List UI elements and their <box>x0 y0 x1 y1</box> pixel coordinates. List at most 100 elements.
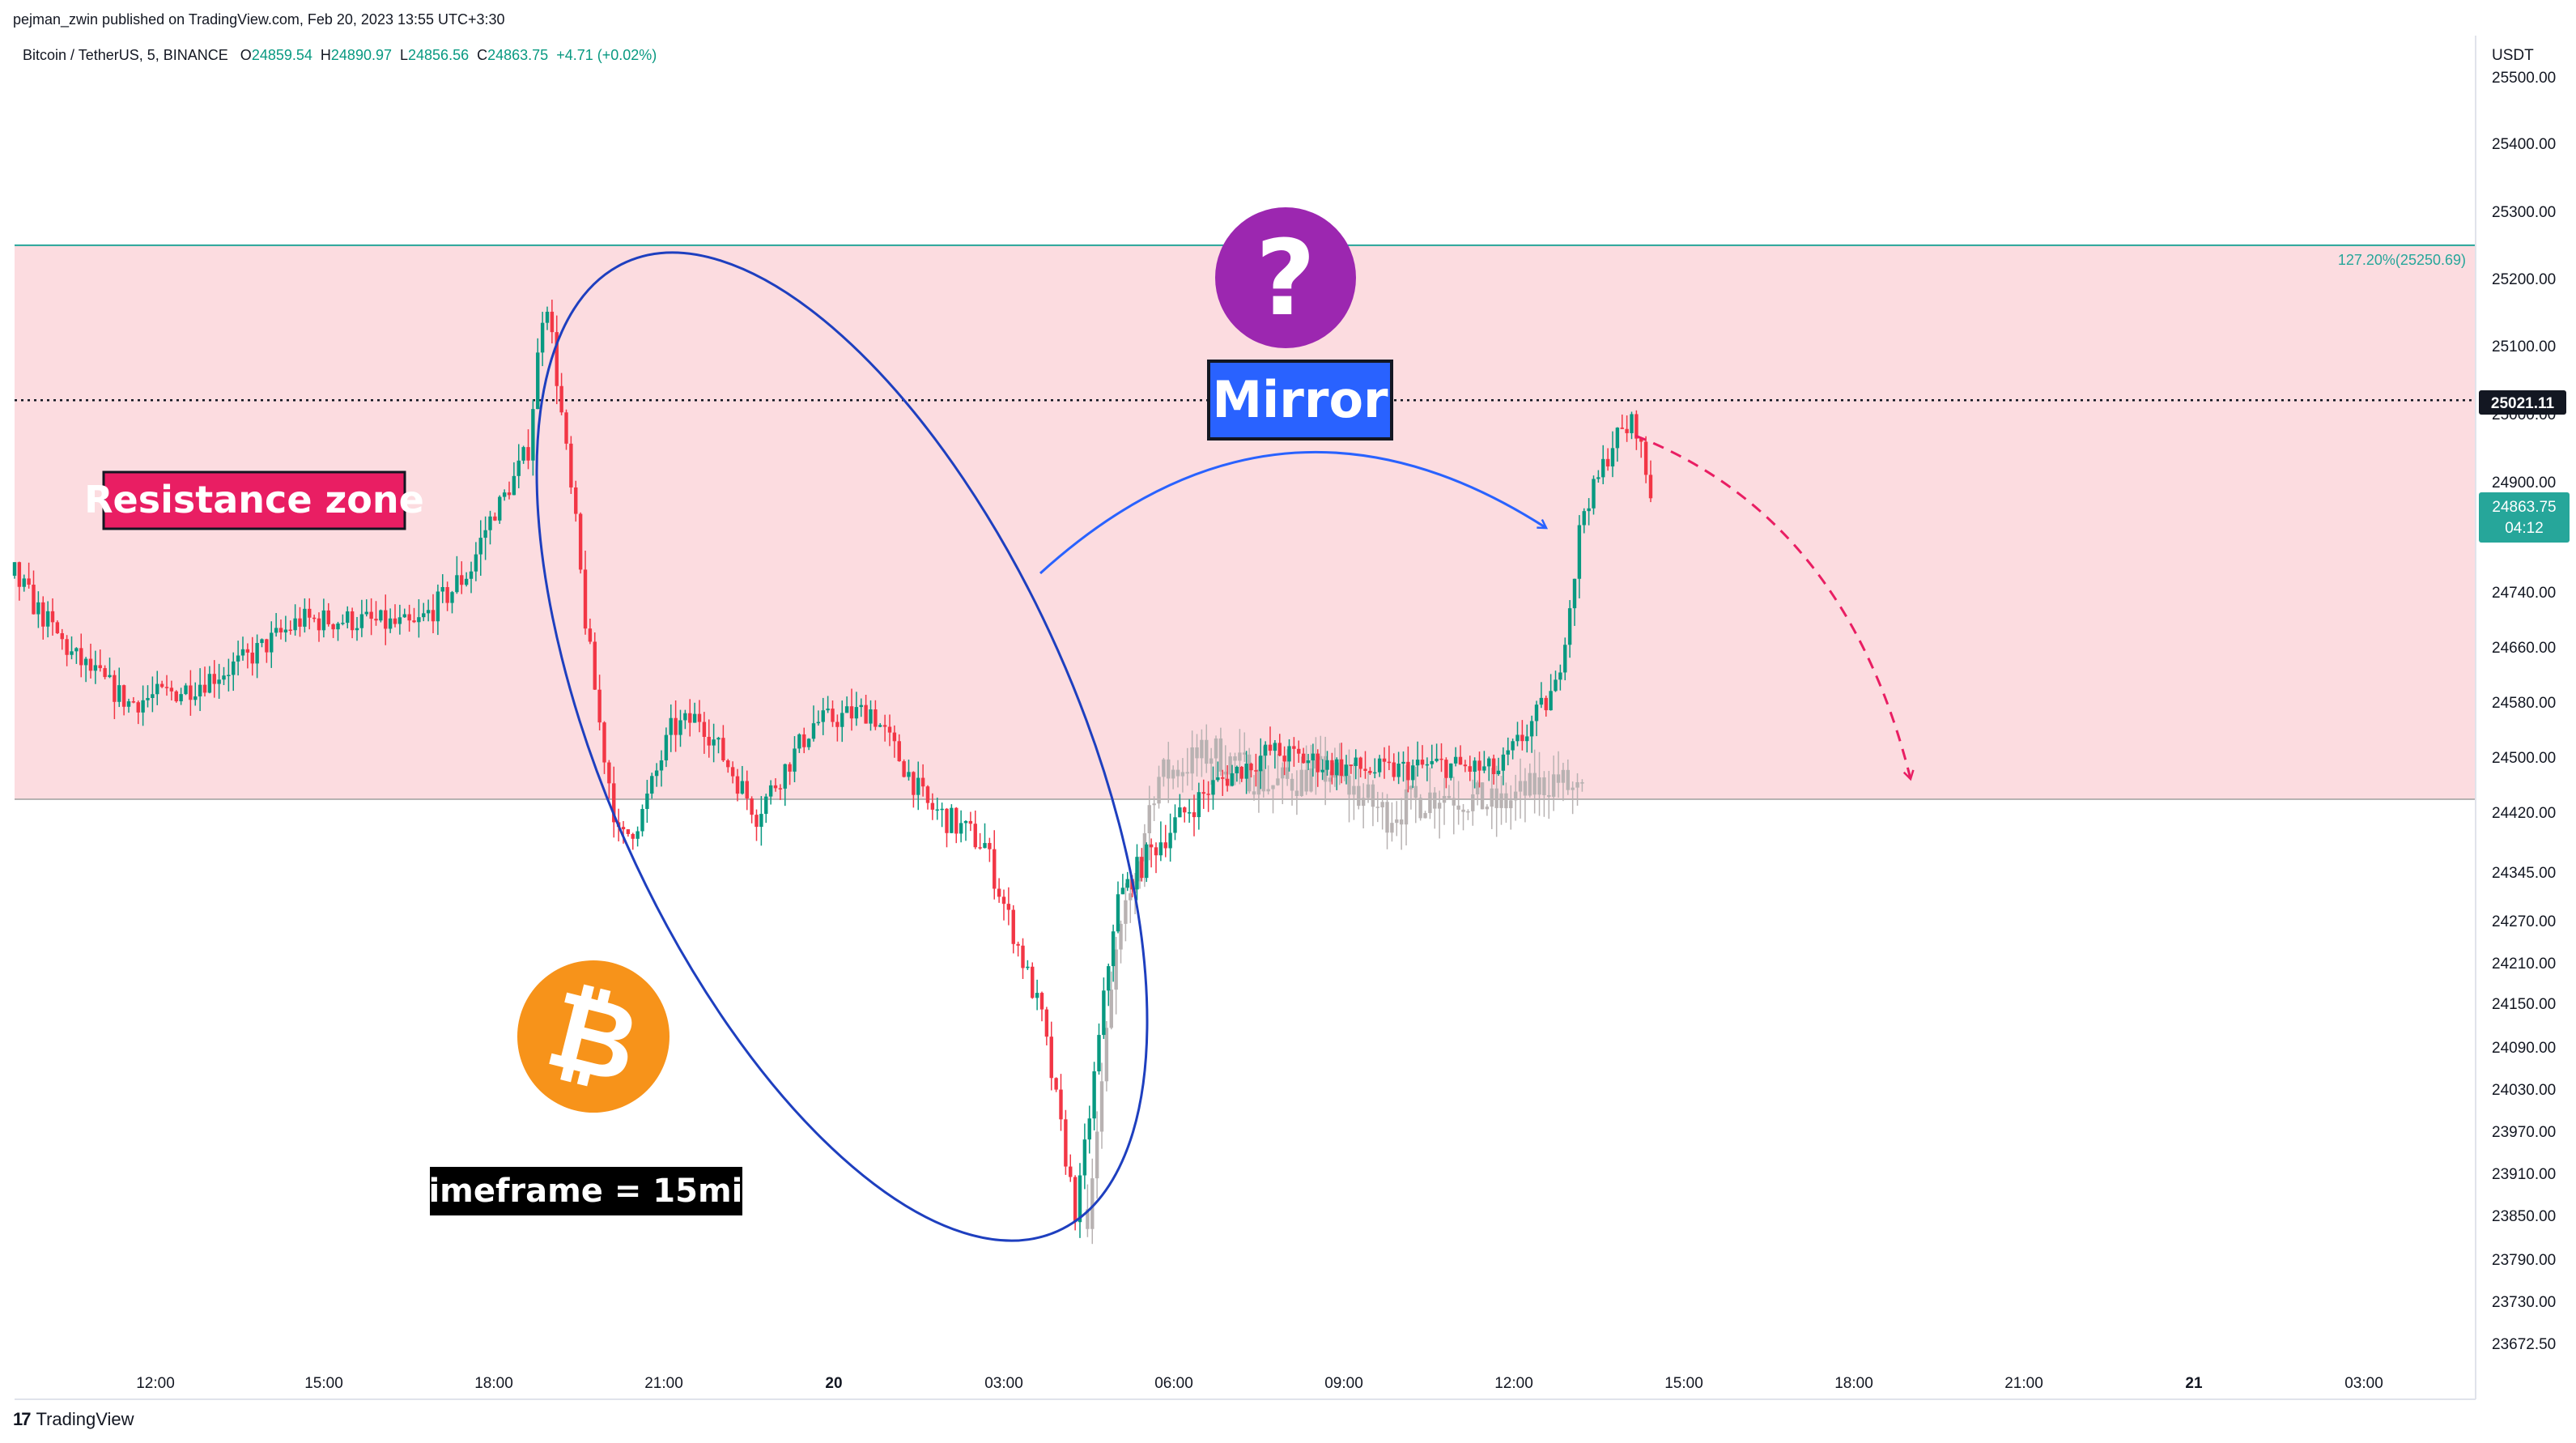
mirror-candle-body <box>1319 756 1323 760</box>
candle-body <box>436 591 440 622</box>
candle-body <box>298 618 302 627</box>
mirror-candle-body <box>1119 923 1123 950</box>
candle-body <box>1230 773 1235 786</box>
candle-body <box>1282 756 1286 762</box>
candle-body <box>1349 764 1354 766</box>
candle-body <box>1001 896 1006 905</box>
candle-body <box>483 530 487 538</box>
candle-body <box>1496 770 1501 774</box>
price-tick-label: 25100.00 <box>2492 338 2556 355</box>
candle-body <box>240 649 245 656</box>
candle-body <box>159 683 164 687</box>
projection-dashed-arrow[interactable] <box>1634 434 1911 779</box>
price-axis[interactable]: 25500.00 25400.00 25300.00 25200.00 25100.00… <box>2492 70 2556 1353</box>
candle-body <box>902 761 906 777</box>
mirror-ellipse[interactable] <box>410 166 1273 1327</box>
candle-body <box>384 610 388 629</box>
tradingview-logo-icon: 17 <box>13 1409 32 1429</box>
candle-body <box>745 781 749 799</box>
candle-body <box>455 575 459 593</box>
mirror-candle-body <box>1366 784 1371 798</box>
mirror-candle-body <box>1147 805 1151 834</box>
candle-body <box>1534 704 1539 722</box>
candle-body <box>1140 857 1144 879</box>
candle-body <box>374 619 378 621</box>
candle-body <box>1183 807 1187 813</box>
candle-body <box>844 706 849 713</box>
candle-body <box>521 447 525 461</box>
candle-body <box>1511 741 1515 751</box>
candle-body <box>854 707 859 719</box>
candle-body <box>882 725 887 727</box>
candle-body <box>255 643 259 664</box>
current-price-tag <box>2479 492 2570 543</box>
mirror-arrow[interactable] <box>1039 450 1546 575</box>
candle-body <box>1168 832 1172 849</box>
candle-body <box>1154 847 1158 856</box>
candle-body <box>450 592 454 603</box>
candle-body <box>1549 691 1553 711</box>
candle-body <box>1087 1118 1091 1140</box>
candle-body <box>126 701 131 707</box>
mirror-candle-body <box>1513 791 1518 801</box>
candle-body <box>79 648 83 666</box>
published-info: pejman_zwin published on TradingView.com… <box>13 11 505 28</box>
candle-body <box>635 831 640 839</box>
high-value: 24890.97 <box>330 47 392 63</box>
candle-body <box>1039 993 1044 1010</box>
time-tick-label: 03:00 <box>2344 1375 2383 1392</box>
candle-body <box>440 587 444 592</box>
candle-body <box>735 776 740 794</box>
candle-body <box>1482 766 1486 771</box>
tradingview-footer[interactable]: 17 TradingView <box>13 1409 134 1430</box>
mirror-candle-body <box>1243 752 1247 755</box>
current-price-label: 24863.75 <box>2492 499 2556 516</box>
candle-body <box>555 332 559 386</box>
candle-body <box>397 617 402 624</box>
candle-body <box>849 706 854 719</box>
candle-body <box>151 694 155 698</box>
candle-body <box>697 713 702 722</box>
candle-body <box>783 764 787 789</box>
symbol-ohlc-bar[interactable]: Bitcoin / TetherUS, 5, BINANCE O24859.54… <box>23 47 657 64</box>
mirror-candle-body <box>1537 777 1541 795</box>
candle-body <box>32 585 36 615</box>
mirror-candle-body <box>1200 739 1204 759</box>
candle-body <box>245 649 250 653</box>
time-axis[interactable]: 12:00 15:00 18:00 21:00 20 03:00 06:00 09:00 12:… <box>136 1375 2383 1392</box>
candle-body <box>202 684 207 693</box>
symbol-name[interactable]: Bitcoin / TetherUS, 5, BINANCE <box>23 47 228 63</box>
mirror-candle-body <box>1452 798 1456 806</box>
candle-body <box>198 684 202 697</box>
mirror-candle-body <box>1129 893 1133 900</box>
candle-body <box>569 443 573 487</box>
candle-body <box>1259 756 1263 772</box>
candle-body <box>1158 842 1163 856</box>
candle-body <box>469 571 474 579</box>
candle-body <box>1178 807 1182 818</box>
candle-body <box>369 611 373 619</box>
candle-body <box>379 610 383 621</box>
mirror-candle-body <box>1561 769 1566 783</box>
mirror-candle-body <box>1485 807 1490 810</box>
candle-body <box>1064 1119 1068 1167</box>
candle-body <box>1244 764 1248 779</box>
candle-body <box>1587 508 1591 512</box>
mirror-candle-body <box>1404 789 1409 825</box>
candle-body <box>1554 679 1558 692</box>
mirror-candle-body <box>1580 781 1584 784</box>
candle-body <box>193 696 198 700</box>
candle-body <box>545 311 550 323</box>
candle-body <box>1558 672 1562 680</box>
time-tick-label: 18:00 <box>474 1375 513 1392</box>
candle-body <box>1539 697 1544 705</box>
candle-body <box>350 611 355 631</box>
candle-body <box>1173 817 1177 833</box>
candle-body <box>602 722 606 763</box>
candle-body <box>806 739 811 747</box>
mirror-candle-body <box>1104 1028 1109 1082</box>
candle-body <box>659 760 664 771</box>
candle-body <box>1335 759 1339 776</box>
candle-body <box>1082 1139 1087 1176</box>
